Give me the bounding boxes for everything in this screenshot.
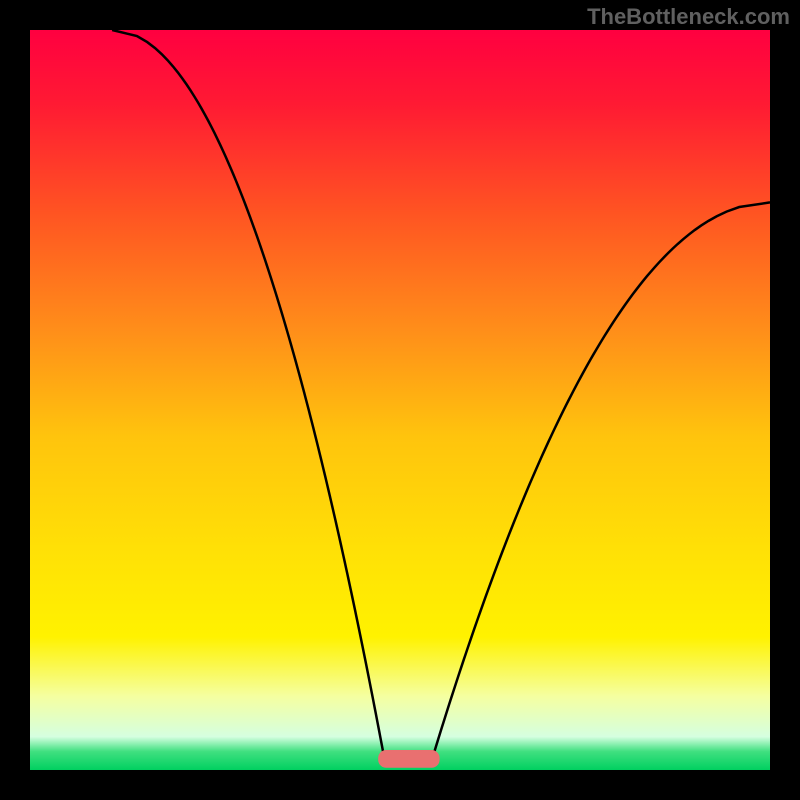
chart-container: TheBottleneck.com — [0, 0, 800, 800]
bottleneck-chart — [0, 0, 800, 800]
optimal-range-marker — [378, 750, 439, 768]
watermark-text: TheBottleneck.com — [587, 4, 790, 30]
